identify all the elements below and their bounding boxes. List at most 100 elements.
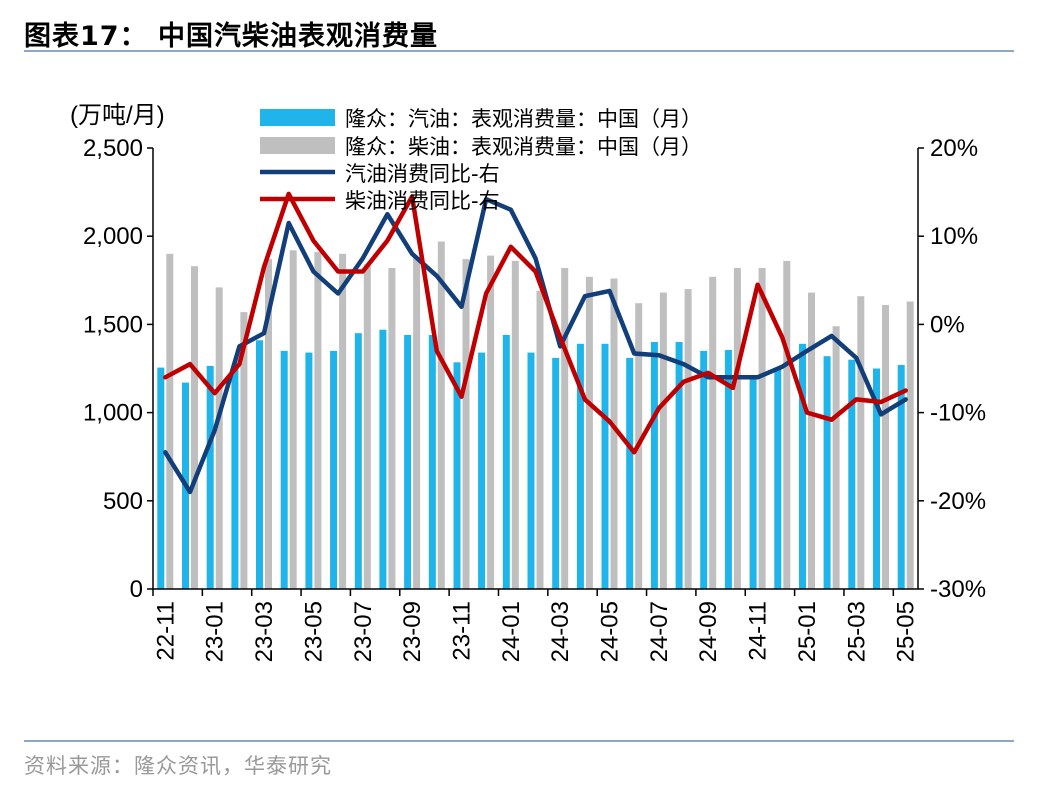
diesel-bar	[733, 268, 741, 589]
diesel-bar	[388, 268, 396, 589]
bar-layer	[157, 241, 914, 590]
legend-swatch-bar	[260, 137, 335, 154]
diesel-bar	[265, 259, 272, 589]
gasoline-bar	[799, 343, 806, 589]
diesel-bar	[709, 276, 717, 589]
x-tick-label: 23-09	[399, 601, 426, 662]
legend-label: 隆众：汽油：表观消费量：中国（月）	[345, 107, 702, 131]
left-tick-label: 2,000	[83, 223, 143, 250]
gasoline-bar	[206, 365, 214, 589]
x-tick-label: 24-05	[597, 601, 624, 662]
right-tick-label: 10%	[930, 223, 978, 250]
legend: 隆众：汽油：表观消费量：中国（月） 隆众：柴油：表观消费量：中国（月） 汽油消费同比…	[260, 107, 702, 213]
x-tick-label: 23-07	[350, 601, 377, 662]
x-tick-label: 22-11	[152, 601, 179, 661]
left-axis-unit-label: (万吨/月)	[70, 102, 165, 129]
x-tick-label: 24-01	[498, 601, 525, 662]
gasoline-bar	[157, 367, 165, 589]
diesel-bar	[659, 292, 667, 589]
gasoline-bar	[724, 350, 732, 589]
diesel-bar	[882, 305, 889, 589]
diesel-bar	[462, 259, 470, 589]
x-tick-label: 24-09	[695, 601, 722, 662]
x-tick-label: 25-05	[893, 601, 920, 662]
gasoline-bar	[527, 352, 535, 589]
gasoline-bar	[305, 352, 313, 589]
axes-layer: 0 500 1,000 1,500 2,000 2,500 -30% -20% -10% 0% 10…	[83, 135, 986, 662]
diesel-bar	[758, 268, 766, 589]
left-tick-label: 500	[103, 488, 143, 515]
gasoline-bar	[404, 335, 412, 589]
x-tick-label: 25-03	[843, 601, 870, 662]
diesel-bar	[536, 290, 544, 589]
diesel-bar	[610, 278, 618, 589]
diesel-bar	[215, 287, 223, 589]
x-tick-label: 23-11	[448, 601, 475, 661]
diesel-bar	[511, 260, 519, 589]
gasoline-bar	[774, 368, 782, 589]
legend-label: 隆众：柴油：表观消费量：中国（月）	[345, 135, 702, 159]
figure-title: 图表17： 中国汽柴油表观消费量	[24, 21, 438, 52]
gasoline-bar	[650, 342, 658, 589]
legend-label: 汽油消费同比-右	[345, 162, 500, 186]
diesel-yoy-line	[163, 191, 908, 455]
left-tick-label: 2,500	[83, 135, 143, 162]
legend-swatch-bar	[260, 109, 335, 126]
legend-label: 柴油消费同比-右	[345, 189, 500, 213]
right-tick-label: 0%	[930, 311, 965, 338]
right-tick-label: -10%	[930, 400, 986, 427]
diesel-bar	[289, 250, 297, 590]
gasoline-yoy-line	[163, 196, 908, 495]
diesel-bar	[487, 255, 495, 589]
gasoline-bar	[823, 356, 831, 589]
gasoline-bar	[848, 359, 856, 589]
gasoline-bar	[502, 335, 510, 589]
x-tick-label: 23-05	[300, 601, 327, 662]
diesel-bar	[906, 301, 914, 589]
gasoline-bar	[354, 333, 362, 589]
gasoline-bar	[897, 365, 905, 589]
diesel-bar	[783, 260, 791, 589]
x-tick-label: 23-03	[251, 601, 278, 662]
diesel-bar	[363, 264, 371, 589]
gasoline-bar	[576, 343, 584, 589]
right-tick-label: 20%	[930, 135, 978, 162]
diesel-bar	[684, 289, 692, 589]
gasoline-bar	[478, 352, 486, 589]
gasoline-bar	[873, 368, 880, 589]
diesel-bar	[832, 326, 840, 589]
line-layer	[163, 191, 908, 495]
diesel-bar	[191, 266, 198, 589]
diesel-bar	[808, 292, 815, 589]
x-tick-label: 23-01	[202, 601, 229, 662]
gasoline-bar	[552, 357, 560, 589]
diesel-bar	[585, 276, 593, 589]
right-tick-label: -30%	[930, 576, 986, 603]
left-tick-label: 0	[130, 576, 143, 603]
diesel-bar	[339, 253, 347, 590]
x-tick-label: 24-03	[547, 601, 574, 662]
gasoline-bar	[626, 357, 634, 589]
diesel-bar	[857, 296, 865, 589]
x-tick-label: 24-11	[745, 601, 772, 661]
left-tick-label: 1,500	[83, 311, 143, 338]
left-tick-label: 1,000	[83, 400, 143, 427]
diesel-bar	[314, 252, 322, 589]
footer-rule	[24, 740, 1014, 742]
x-tick-label: 25-01	[794, 601, 821, 662]
source-note: 资料来源：隆众资讯，华泰研究	[24, 754, 332, 778]
diesel-bar	[166, 253, 174, 590]
gasoline-bar	[280, 350, 288, 589]
x-tick-label: 24-07	[646, 601, 673, 662]
gasoline-bar	[231, 365, 239, 589]
gasoline-bar	[256, 340, 263, 589]
diesel-bar	[413, 257, 421, 589]
gasoline-bar	[601, 343, 609, 589]
right-tick-label: -20%	[930, 488, 986, 515]
diesel-bar	[437, 241, 445, 589]
gasoline-bar	[379, 329, 387, 589]
gasoline-bar	[453, 362, 461, 589]
diesel-bar	[240, 312, 248, 589]
gasoline-bar	[700, 350, 708, 589]
